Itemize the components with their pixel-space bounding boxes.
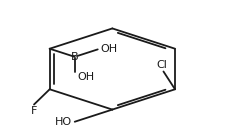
Text: HO: HO xyxy=(55,117,72,127)
Text: Cl: Cl xyxy=(157,60,168,70)
Text: OH: OH xyxy=(77,72,94,82)
Text: F: F xyxy=(31,106,37,116)
Text: B: B xyxy=(71,52,79,62)
Text: OH: OH xyxy=(100,44,117,54)
